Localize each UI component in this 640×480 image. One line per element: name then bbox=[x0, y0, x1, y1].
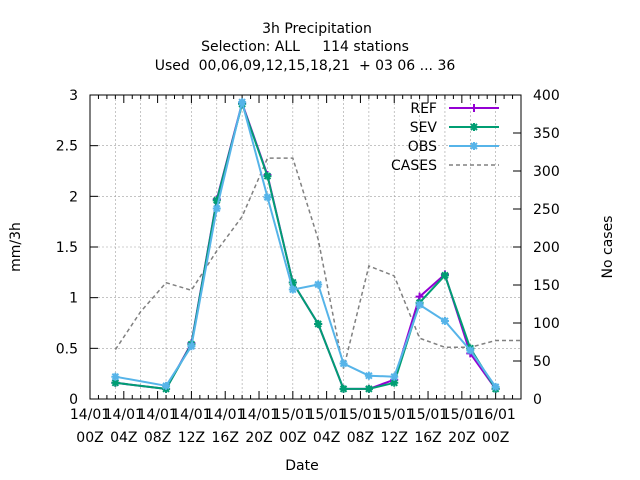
star-marker bbox=[470, 123, 478, 131]
x-tick-label-hour: 12Z bbox=[178, 430, 205, 446]
star-marker bbox=[415, 300, 424, 309]
y2-tick-label: 400 bbox=[533, 88, 560, 104]
x-tick-label-date: 16/01 bbox=[475, 407, 515, 423]
series-sev bbox=[111, 100, 500, 393]
title-line-1: 3h Precipitation bbox=[262, 21, 372, 37]
star-marker bbox=[440, 316, 449, 325]
star-marker bbox=[238, 98, 247, 107]
y2-tick-label: 150 bbox=[533, 278, 560, 294]
legend-label: OBS bbox=[408, 139, 437, 155]
legend: REF SEV OBS CASES bbox=[391, 101, 499, 174]
star-marker bbox=[162, 381, 171, 390]
title-line-3: Used 00,06,09,12,15,18,21 + 03 06 ... 36 bbox=[155, 58, 456, 74]
chart-title: 3h Precipitation Selection: ALL 114 stat… bbox=[155, 21, 456, 74]
legend-item-obs: OBS bbox=[408, 139, 499, 155]
x-tick-label-hour: 00Z bbox=[482, 430, 509, 446]
y-tick-label: 2 bbox=[69, 189, 78, 205]
x-tick-label-hour: 00Z bbox=[76, 430, 103, 446]
legend-label: SEV bbox=[410, 120, 438, 136]
y2-tick-label: 200 bbox=[533, 240, 560, 256]
star-marker bbox=[491, 382, 500, 391]
y-tick-label: 1 bbox=[69, 291, 78, 307]
star-marker bbox=[339, 384, 348, 393]
star-marker bbox=[187, 342, 196, 351]
y2-tick-label: 100 bbox=[533, 316, 560, 332]
y-axis-label: mm/3h bbox=[8, 222, 24, 272]
legend-item-cases: CASES bbox=[391, 158, 499, 174]
y2-tick-label: 350 bbox=[533, 126, 560, 142]
x-tick-label-date: 14/01 bbox=[239, 407, 279, 423]
y-tick-label: 1.5 bbox=[56, 240, 78, 256]
y-tick-label: 0.5 bbox=[56, 341, 78, 357]
star-marker bbox=[288, 278, 297, 287]
star-marker bbox=[364, 371, 373, 380]
x-tick-label-date: 14/01 bbox=[205, 407, 245, 423]
star-marker bbox=[390, 378, 399, 387]
x-tick-label-hour: 16Z bbox=[212, 430, 239, 446]
series-layer bbox=[111, 98, 521, 393]
y2-tick-label: 300 bbox=[533, 164, 560, 180]
x-tick-label-hour: 08Z bbox=[347, 430, 374, 446]
plot-border bbox=[89, 94, 522, 400]
title-line-2: Selection: ALL 114 stations bbox=[201, 39, 409, 55]
x-tick-label-date: 15/01 bbox=[340, 407, 380, 423]
x-tick-label-hour: 04Z bbox=[110, 430, 137, 446]
series-ref bbox=[111, 99, 500, 393]
x-tick-label-hour: 00Z bbox=[279, 430, 306, 446]
y-tick-label: 0 bbox=[69, 392, 78, 408]
x-tick-label-date: 15/01 bbox=[442, 407, 482, 423]
series-line-obs bbox=[115, 101, 497, 388]
x-tick-label-hour: 08Z bbox=[144, 430, 171, 446]
star-marker bbox=[339, 359, 348, 368]
star-marker bbox=[440, 271, 449, 280]
series-line-ref bbox=[115, 99, 497, 390]
y-tick-label: 2.5 bbox=[56, 139, 78, 155]
star-marker bbox=[466, 346, 475, 355]
star-marker bbox=[288, 285, 297, 294]
plus-marker bbox=[470, 104, 478, 112]
legend-label: REF bbox=[410, 101, 437, 117]
star-marker bbox=[111, 372, 120, 381]
series-cases bbox=[114, 157, 521, 369]
x-tick-label-date: 14/01 bbox=[70, 407, 110, 423]
star-marker bbox=[263, 172, 272, 181]
series-obs bbox=[111, 98, 500, 391]
star-marker bbox=[111, 378, 120, 387]
grid bbox=[90, 95, 521, 399]
x-tick-label-date: 15/01 bbox=[408, 407, 448, 423]
star-marker bbox=[212, 196, 221, 205]
x-tick-label-hour: 12Z bbox=[381, 430, 408, 446]
x-tick-label-hour: 20Z bbox=[448, 430, 475, 446]
star-marker bbox=[314, 280, 323, 289]
x-axis-label: Date bbox=[285, 458, 318, 474]
x-tick-label-date: 15/01 bbox=[273, 407, 313, 423]
y2-tick-label: 250 bbox=[533, 202, 560, 218]
star-marker bbox=[263, 193, 272, 202]
axes: 0 0.5 1 1.5 2 2.5 3 0 50 100 150 200 250 300 350 400 14/… bbox=[56, 88, 560, 446]
x-tick-label-hour: 20Z bbox=[245, 430, 272, 446]
x-tick-label-date: 14/01 bbox=[104, 407, 144, 423]
x-tick-label-hour: 16Z bbox=[414, 430, 441, 446]
legend-item-sev: SEV bbox=[410, 120, 499, 136]
y2-axis-label: No cases bbox=[600, 216, 616, 279]
y2-tick-label: 50 bbox=[533, 354, 551, 370]
y-tick-label: 3 bbox=[69, 88, 78, 104]
x-tick-label-date: 15/01 bbox=[306, 407, 346, 423]
star-marker bbox=[314, 320, 323, 329]
x-tick-label-hour: 04Z bbox=[313, 430, 340, 446]
star-marker bbox=[212, 204, 221, 213]
x-tick-label-date: 14/01 bbox=[171, 407, 211, 423]
x-tick-label-date: 14/01 bbox=[137, 407, 177, 423]
y2-tick-label: 0 bbox=[533, 392, 542, 408]
series-line-sev bbox=[115, 100, 497, 390]
star-marker bbox=[470, 142, 478, 150]
series-line-cases bbox=[114, 157, 521, 369]
legend-item-ref: REF bbox=[410, 101, 499, 117]
star-marker bbox=[390, 372, 399, 381]
x-tick-label-date: 15/01 bbox=[374, 407, 414, 423]
star-marker bbox=[364, 384, 373, 393]
legend-label: CASES bbox=[391, 158, 437, 174]
